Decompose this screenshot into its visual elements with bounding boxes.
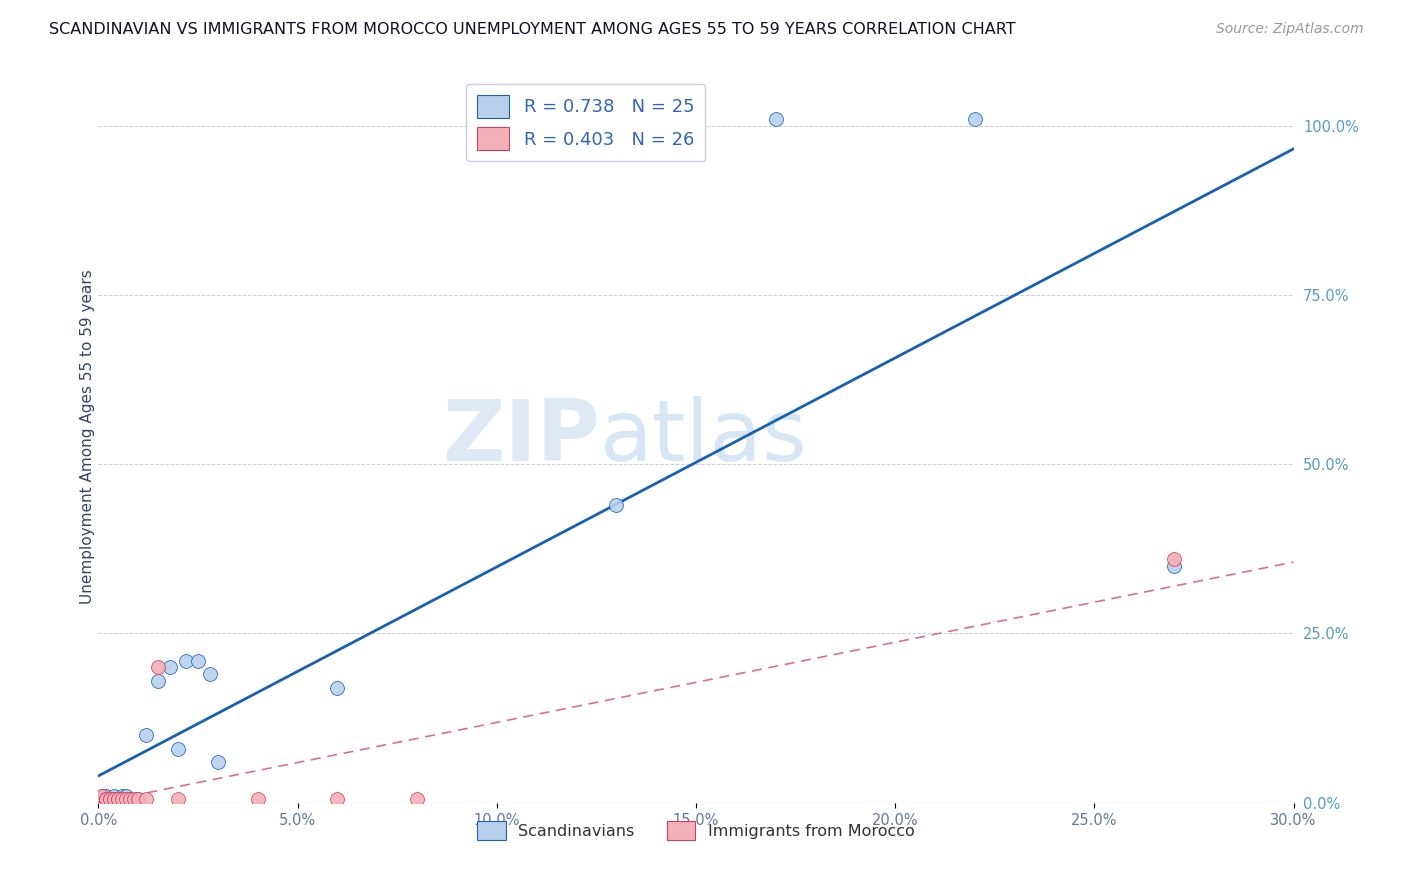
Point	[98, 792, 122, 806]
Point	[326, 792, 349, 806]
Point	[103, 789, 125, 803]
Text: atlas: atlas	[600, 395, 808, 479]
Point	[198, 667, 221, 681]
Point	[148, 660, 170, 674]
Point	[98, 792, 122, 806]
Point	[120, 792, 142, 806]
Point	[103, 792, 125, 806]
Point	[107, 792, 129, 806]
Point	[135, 792, 157, 806]
Point	[174, 654, 197, 668]
Point	[91, 789, 114, 803]
Point	[91, 789, 114, 803]
Point	[96, 792, 118, 806]
Text: ZIP: ZIP	[443, 395, 600, 479]
Point	[120, 792, 142, 806]
Point	[107, 792, 129, 806]
Point	[148, 673, 170, 688]
Point	[127, 792, 149, 806]
Point	[326, 681, 349, 695]
Point	[111, 792, 134, 806]
Point	[115, 792, 138, 806]
Y-axis label: Unemployment Among Ages 55 to 59 years: Unemployment Among Ages 55 to 59 years	[80, 269, 94, 605]
Point	[91, 792, 114, 806]
Point	[103, 792, 125, 806]
Point	[96, 789, 118, 803]
Point	[167, 741, 190, 756]
Point	[124, 792, 146, 806]
Point	[91, 792, 114, 806]
Point	[91, 792, 114, 806]
Point	[115, 789, 138, 803]
Point	[96, 792, 118, 806]
Text: SCANDINAVIAN VS IMMIGRANTS FROM MOROCCO UNEMPLOYMENT AMONG AGES 55 TO 59 YEARS C: SCANDINAVIAN VS IMMIGRANTS FROM MOROCCO …	[49, 22, 1015, 37]
Point	[246, 792, 269, 806]
Point	[605, 498, 627, 512]
Legend: Scandinavians, Immigrants from Morocco: Scandinavians, Immigrants from Morocco	[471, 814, 921, 846]
Text: Source: ZipAtlas.com: Source: ZipAtlas.com	[1216, 22, 1364, 37]
Point	[159, 660, 181, 674]
Point	[91, 792, 114, 806]
Point	[91, 792, 114, 806]
Point	[167, 792, 190, 806]
Point	[91, 792, 114, 806]
Point	[107, 792, 129, 806]
Point	[187, 654, 209, 668]
Point	[96, 792, 118, 806]
Point	[127, 792, 149, 806]
Point	[98, 792, 122, 806]
Point	[207, 755, 229, 769]
Point	[963, 112, 986, 126]
Point	[111, 789, 134, 803]
Point	[406, 792, 429, 806]
Point	[1163, 558, 1185, 573]
Point	[765, 112, 787, 126]
Point	[135, 728, 157, 742]
Point	[96, 792, 118, 806]
Point	[1163, 552, 1185, 566]
